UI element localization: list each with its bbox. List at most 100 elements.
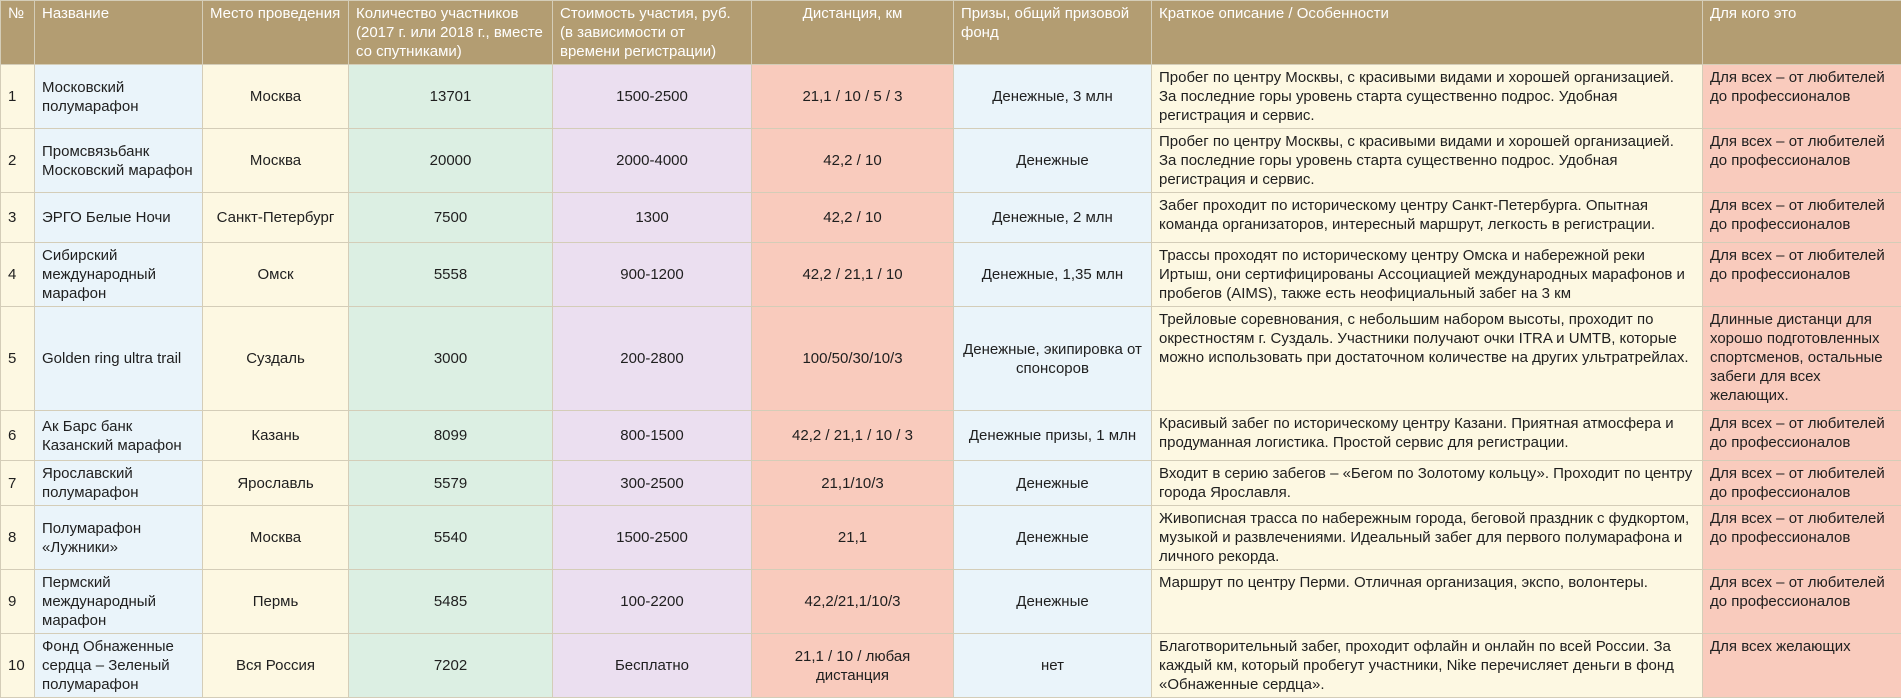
cell-name: Полумарафон «Лужники»: [34, 505, 203, 570]
table-row: 8 Полумарафон «Лужники» Москва 5540 1500…: [0, 505, 1901, 570]
table-row: 5 Golden ring ultra trail Суздаль 3000 2…: [0, 306, 1901, 411]
cell-name: Ак Барс банк Казанский марафон: [34, 410, 203, 461]
cell-audience: Для всех – от любителей до профессионало…: [1702, 505, 1901, 570]
cell-cost: 1300: [552, 192, 752, 243]
cell-name: Промсвязьбанк Московский марафон: [34, 128, 203, 193]
header-cost: Стоимость участия, руб. (в зависимости о…: [552, 0, 752, 65]
cell-prizes: Денежные: [953, 460, 1152, 506]
cell-cost: 1500-2500: [552, 64, 752, 129]
header-participants: Количество участников (2017 г. или 2018 …: [348, 0, 553, 65]
table-row: 6 Ак Барс банк Казанский марафон Казань …: [0, 410, 1901, 461]
cell-num: 9: [0, 569, 35, 634]
cell-description: Пробег по центру Москвы, с красивыми вид…: [1151, 128, 1703, 193]
cell-description: Трассы проходят по историческому центру …: [1151, 242, 1703, 307]
table-row: 2 Промсвязьбанк Московский марафон Москв…: [0, 128, 1901, 193]
cell-distance: 42,2 / 10: [751, 128, 954, 193]
cell-description: Красивый забег по историческому центру К…: [1151, 410, 1703, 461]
cell-audience: Для всех – от любителей до профессионало…: [1702, 569, 1901, 634]
cell-prizes: Денежные: [953, 569, 1152, 634]
header-description: Краткое описание / Особенности: [1151, 0, 1703, 65]
cell-participants: 13701: [348, 64, 553, 129]
cell-participants: 8099: [348, 410, 553, 461]
cell-name: Фонд Обнаженные сердца – Зеленый полумар…: [34, 633, 203, 698]
cell-place: Пермь: [202, 569, 349, 634]
cell-distance: 21,1/10/3: [751, 460, 954, 506]
cell-cost: 100-2200: [552, 569, 752, 634]
cell-name: Golden ring ultra trail: [34, 306, 203, 411]
cell-num: 5: [0, 306, 35, 411]
cell-participants: 3000: [348, 306, 553, 411]
cell-cost: 800-1500: [552, 410, 752, 461]
cell-audience: Для всех – от любителей до профессионало…: [1702, 242, 1901, 307]
cell-prizes: Денежные, 3 млн: [953, 64, 1152, 129]
cell-distance: 42,2/21,1/10/3: [751, 569, 954, 634]
cell-audience: Для всех – от любителей до профессионало…: [1702, 192, 1901, 243]
cell-place: Ярославль: [202, 460, 349, 506]
cell-cost: 900-1200: [552, 242, 752, 307]
cell-description: Благотворительный забег, проходит офлайн…: [1151, 633, 1703, 698]
cell-name: Московский полумарафон: [34, 64, 203, 129]
cell-cost: 2000-4000: [552, 128, 752, 193]
cell-name: Сибирский международный марафон: [34, 242, 203, 307]
cell-name: Пермский международный марафон: [34, 569, 203, 634]
cell-description: Входит в серию забегов – «Бегом по Золот…: [1151, 460, 1703, 506]
cell-description: Забег проходит по историческому центру С…: [1151, 192, 1703, 243]
table-row: 3 ЭРГО Белые Ночи Санкт-Петербург 7500 1…: [0, 192, 1901, 243]
cell-distance: 21,1: [751, 505, 954, 570]
cell-description: Живописная трасса по набережным города, …: [1151, 505, 1703, 570]
cell-participants: 5485: [348, 569, 553, 634]
header-distance: Дистанция, км: [751, 0, 954, 65]
cell-place: Суздаль: [202, 306, 349, 411]
cell-distance: 100/50/30/10/3: [751, 306, 954, 411]
cell-distance: 42,2 / 10: [751, 192, 954, 243]
cell-description: Пробег по центру Москвы, с красивыми вид…: [1151, 64, 1703, 129]
header-row: № Название Место проведения Количество у…: [0, 0, 1901, 65]
cell-prizes: Денежные, 2 млн: [953, 192, 1152, 243]
cell-audience: Длинные дистанци для хорошо подготовленн…: [1702, 306, 1901, 411]
cell-prizes: Денежные, экипировка от спонсоров: [953, 306, 1152, 411]
cell-num: 6: [0, 410, 35, 461]
cell-prizes: Денежные, 1,35 млн: [953, 242, 1152, 307]
cell-name: ЭРГО Белые Ночи: [34, 192, 203, 243]
cell-participants: 5558: [348, 242, 553, 307]
cell-num: 10: [0, 633, 35, 698]
cell-participants: 7500: [348, 192, 553, 243]
cell-cost: 300-2500: [552, 460, 752, 506]
cell-participants: 5579: [348, 460, 553, 506]
cell-participants: 20000: [348, 128, 553, 193]
cell-prizes: нет: [953, 633, 1152, 698]
cell-name: Ярославский полумарафон: [34, 460, 203, 506]
cell-distance: 42,2 / 21,1 / 10: [751, 242, 954, 307]
cell-place: Казань: [202, 410, 349, 461]
cell-num: 2: [0, 128, 35, 193]
cell-audience: Для всех – от любителей до профессионало…: [1702, 460, 1901, 506]
cell-prizes: Денежные: [953, 128, 1152, 193]
cell-audience: Для всех желающих: [1702, 633, 1901, 698]
cell-description: Трейловые соревнования, с небольшим набо…: [1151, 306, 1703, 411]
cell-num: 8: [0, 505, 35, 570]
cell-audience: Для всех – от любителей до профессионало…: [1702, 128, 1901, 193]
table-row: 1 Московский полумарафон Москва 13701 15…: [0, 64, 1901, 129]
cell-cost: 200-2800: [552, 306, 752, 411]
cell-description: Маршрут по центру Перми. Отличная органи…: [1151, 569, 1703, 634]
cell-num: 3: [0, 192, 35, 243]
cell-distance: 21,1 / 10 / 5 / 3: [751, 64, 954, 129]
table-row: 10 Фонд Обнаженные сердца – Зеленый полу…: [0, 633, 1901, 698]
cell-distance: 21,1 / 10 / любая дистанция: [751, 633, 954, 698]
cell-num: 7: [0, 460, 35, 506]
header-name: Название: [34, 0, 203, 65]
cell-prizes: Денежные призы, 1 млн: [953, 410, 1152, 461]
cell-place: Москва: [202, 128, 349, 193]
cell-audience: Для всех – от любителей до профессионало…: [1702, 410, 1901, 461]
table-row: 7 Ярославский полумарафон Ярославль 5579…: [0, 460, 1901, 506]
cell-place: Вся Россия: [202, 633, 349, 698]
cell-cost: 1500-2500: [552, 505, 752, 570]
cell-participants: 5540: [348, 505, 553, 570]
table-row: 4 Сибирский международный марафон Омск 5…: [0, 242, 1901, 307]
cell-place: Омск: [202, 242, 349, 307]
cell-cost: Бесплатно: [552, 633, 752, 698]
cell-place: Москва: [202, 505, 349, 570]
cell-place: Санкт-Петербург: [202, 192, 349, 243]
cell-participants: 7202: [348, 633, 553, 698]
cell-place: Москва: [202, 64, 349, 129]
